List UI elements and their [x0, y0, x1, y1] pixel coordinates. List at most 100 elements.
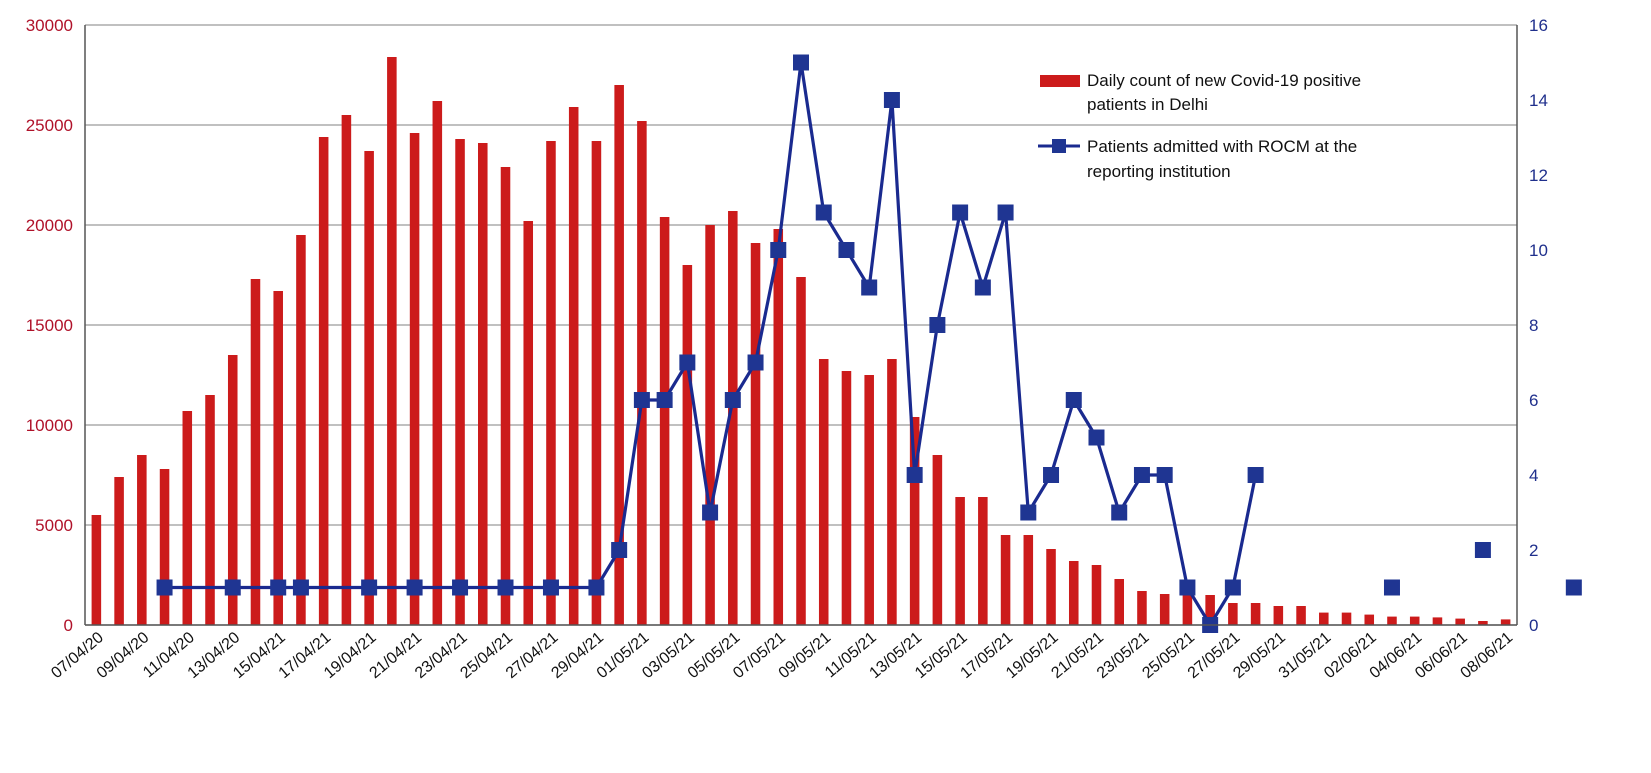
point-marker	[793, 54, 809, 71]
point-marker	[1111, 504, 1128, 521]
point-marker	[1474, 542, 1491, 558]
bar	[114, 477, 124, 625]
bar	[523, 221, 534, 625]
bar	[887, 359, 897, 625]
legend-line-label-line2: reporting institution	[1087, 162, 1231, 181]
axes	[84, 25, 1518, 626]
bar	[364, 151, 374, 625]
bar	[478, 143, 488, 625]
bar	[1068, 561, 1079, 625]
bar	[568, 107, 579, 625]
bar	[1409, 616, 1420, 625]
bar	[159, 469, 170, 625]
bar	[909, 417, 920, 625]
point-marker	[156, 579, 173, 596]
bar	[1364, 614, 1375, 625]
bar	[818, 359, 829, 625]
bar	[750, 243, 761, 625]
point-marker	[724, 392, 741, 408]
line-series	[156, 54, 1582, 633]
y-tick-label: 0	[64, 616, 73, 635]
bar	[728, 211, 738, 625]
bar	[273, 291, 283, 625]
bar-series	[91, 57, 1511, 625]
point-marker	[770, 242, 787, 258]
point-marker	[952, 204, 969, 221]
y2-tick-label: 2	[1529, 541, 1538, 560]
y2-tick-label: 8	[1529, 316, 1538, 335]
point-marker	[611, 542, 628, 558]
bar	[296, 235, 306, 625]
point-marker	[974, 279, 991, 296]
point-marker	[1065, 392, 1082, 408]
point-marker	[747, 354, 764, 371]
bar	[1455, 618, 1465, 625]
legend-line-label-line1: Patients admitted with ROCM at the	[1087, 137, 1357, 156]
legend-line-marker	[1052, 139, 1066, 153]
point-marker	[883, 92, 900, 108]
y2-tick-label: 16	[1529, 16, 1548, 35]
point-marker	[1224, 579, 1241, 596]
bar	[978, 497, 988, 625]
bar	[318, 137, 329, 625]
point-marker	[361, 579, 378, 596]
bar	[659, 217, 670, 625]
point-marker	[270, 579, 287, 596]
y2-tick-label: 14	[1529, 91, 1548, 110]
bar	[1273, 606, 1284, 625]
point-marker	[1565, 579, 1582, 596]
point-marker	[1133, 467, 1150, 483]
point-marker	[406, 579, 423, 596]
point-marker	[906, 467, 923, 483]
point-marker	[929, 317, 946, 333]
point-marker	[292, 579, 309, 596]
y-tick-label: 5000	[35, 516, 73, 535]
point-marker	[1156, 467, 1173, 483]
bar	[250, 279, 261, 625]
point-marker	[679, 354, 696, 371]
point-marker	[224, 579, 241, 596]
bar	[1046, 549, 1056, 625]
y2-tick-label: 4	[1529, 466, 1538, 485]
y2-tick-label: 0	[1529, 616, 1538, 635]
legend-bar-label-line2: patients in Delhi	[1087, 95, 1208, 114]
bar	[1228, 603, 1238, 625]
bar	[637, 121, 647, 625]
bar	[137, 455, 147, 625]
point-marker	[1247, 467, 1264, 483]
bar	[387, 57, 397, 625]
y2-tick-label: 6	[1529, 391, 1538, 410]
legend-bar-label-line1: Daily count of new Covid-19 positive	[1087, 71, 1361, 90]
bar	[705, 225, 715, 625]
bar	[864, 375, 874, 625]
bar	[932, 455, 943, 625]
bar	[1341, 612, 1352, 625]
bar	[773, 229, 784, 625]
point-marker	[497, 579, 514, 596]
point-marker	[542, 579, 559, 596]
bar	[1387, 616, 1397, 625]
bar	[227, 355, 238, 625]
bar	[1319, 612, 1329, 625]
legend-bar-swatch	[1040, 75, 1080, 87]
bar	[1182, 593, 1193, 625]
point-marker	[815, 204, 832, 221]
bar	[409, 133, 420, 625]
bar	[614, 85, 624, 625]
bar	[205, 395, 215, 625]
bar	[546, 141, 556, 625]
point-marker	[452, 579, 469, 596]
point-marker	[997, 204, 1014, 221]
bar	[1296, 606, 1306, 625]
bar	[455, 139, 465, 625]
point-marker	[656, 392, 673, 408]
point-marker	[588, 579, 605, 596]
point-marker	[1179, 579, 1196, 596]
point-marker	[633, 392, 650, 408]
y2-tick-label: 12	[1529, 166, 1548, 185]
bar	[1137, 591, 1147, 625]
y-tick-label: 25000	[26, 116, 73, 135]
y2-tick-label: 10	[1529, 241, 1548, 260]
point-marker	[838, 242, 855, 258]
